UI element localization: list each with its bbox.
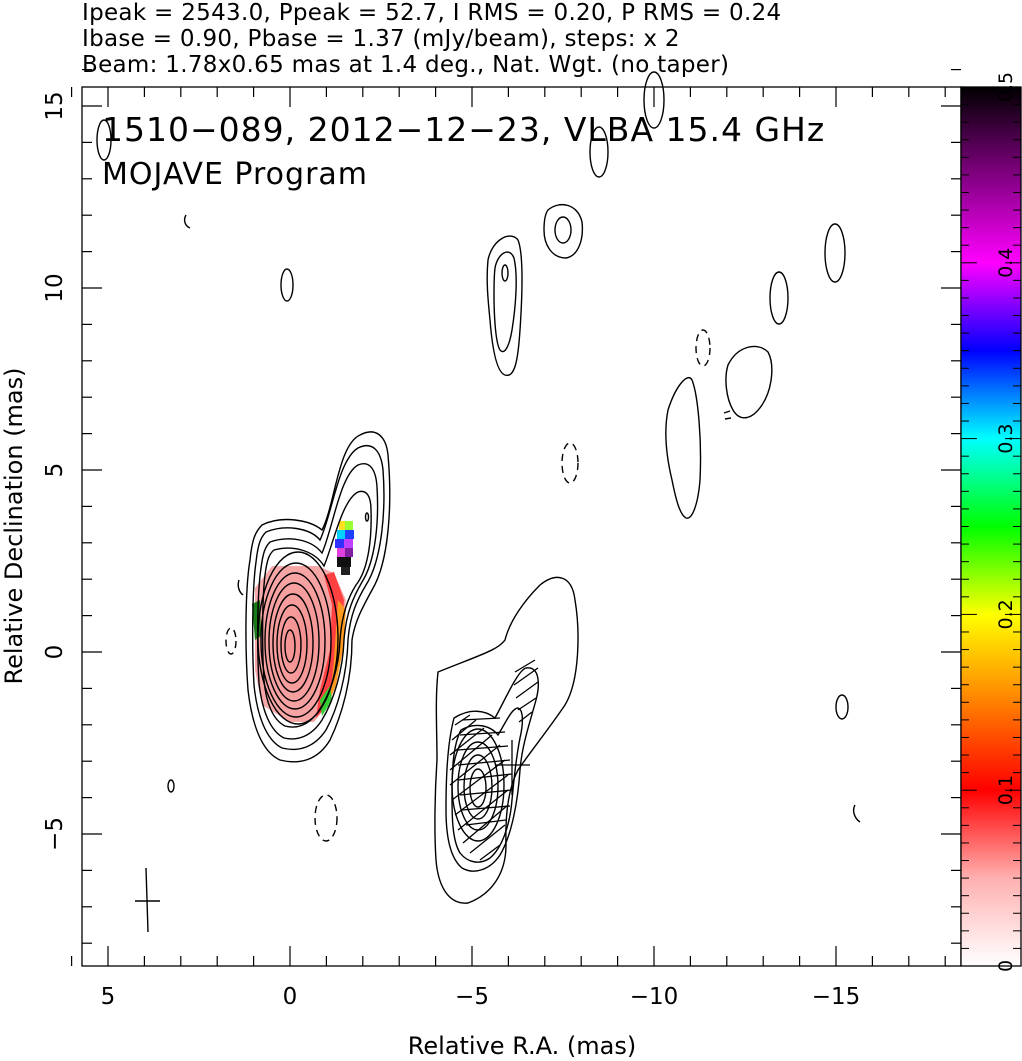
y-tick-label: 0 [42, 645, 68, 660]
colorbar-tick-label: 0.3 [995, 423, 1017, 453]
x-tick-label: −5 [455, 984, 489, 1010]
colorbar-tick-label: 0.1 [995, 775, 1017, 805]
x-tick-label: 5 [101, 984, 116, 1010]
contour-outer [245, 431, 391, 763]
header-line-base: Ibase = 0.90, Pbase = 1.37 (mJy/beam), s… [82, 26, 680, 52]
polarization-vectors [449, 659, 539, 861]
header-line-beam: Beam: 1.78x0.65 mas at 1.4 deg., Nat. Wg… [82, 52, 730, 78]
contour-extended-jet [434, 576, 579, 904]
beam-marker [135, 867, 160, 933]
y-tick-label: −5 [42, 817, 68, 851]
x-axis-label: Relative R.A. (mas) [408, 1032, 636, 1060]
plot-frame [81, 86, 962, 967]
y-axis-label: Relative Declination (mas) [0, 367, 28, 684]
colorbar-tick-label: 0 [995, 960, 1017, 972]
x-tick-label: −15 [812, 984, 861, 1010]
colorbar-tick-label: 0.5 [995, 72, 1017, 102]
x-axis: 5 0 −5 −10 −15 [70, 87, 946, 1010]
header-line-peaks: Ipeak = 2543.0, Ppeak = 52.7, I RMS = 0.… [82, 0, 782, 26]
colorbar-tick-label: 0.4 [995, 248, 1017, 278]
x-tick-label: −10 [630, 984, 679, 1010]
chart-subtitle: MOJAVE Program [102, 157, 368, 192]
y-tick-label: 10 [42, 273, 68, 302]
chart-title: 1510−089, 2012−12−23, VLBA 15.4 GHz [102, 110, 825, 149]
y-tick-label: 5 [42, 463, 68, 478]
colorbar-tick-label: 0.2 [995, 599, 1017, 629]
colorbar-ticks: 0 0.1 0.2 0.3 0.4 0.5 [961, 72, 1021, 972]
y-axis: −5 0 5 10 15 [42, 68, 961, 944]
intensity-contours [96, 71, 861, 904]
x-tick-label: 0 [283, 984, 298, 1010]
negative-contours [225, 329, 711, 842]
colorbar [960, 86, 1022, 967]
header-info: Ipeak = 2543.0, Ppeak = 52.7, I RMS = 0.… [82, 0, 982, 78]
y-tick-label: 15 [42, 91, 68, 120]
